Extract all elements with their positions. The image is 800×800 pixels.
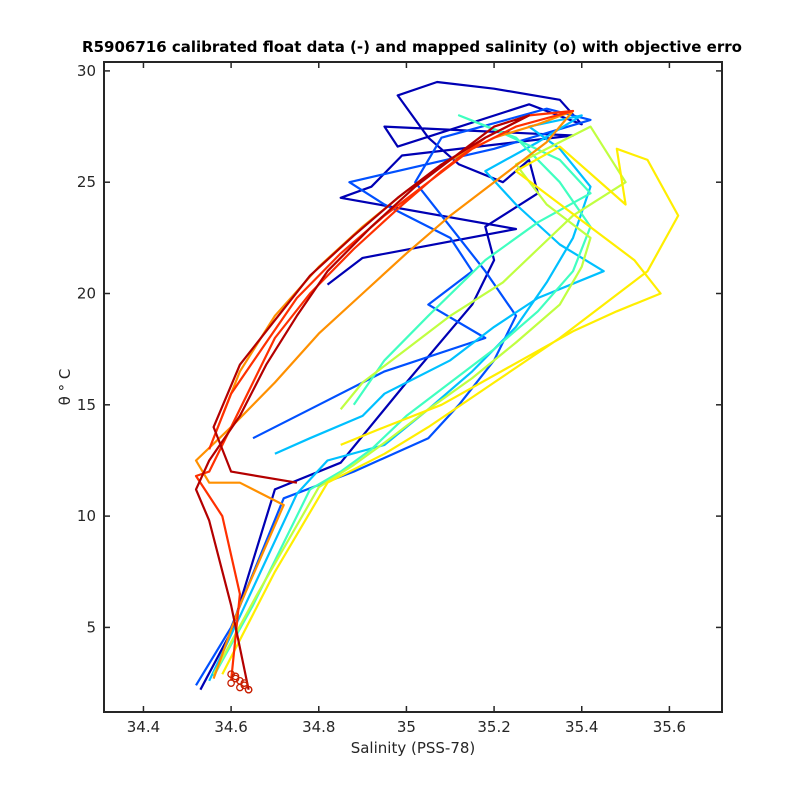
float-profile-line-6 (221, 145, 680, 675)
mapped-salinity-point (240, 681, 249, 690)
x-axis-label: Salinity (PSS-78) (351, 739, 476, 757)
mapped-salinity-point (231, 674, 240, 683)
chart-title: R5906716 calibrated float data (-) and m… (82, 38, 742, 56)
x-tick-label: 35.4 (565, 718, 598, 736)
plot-area (104, 62, 722, 712)
mapped-salinity-point (227, 679, 235, 687)
x-tick-label: 35 (397, 718, 416, 736)
y-tick-label: 20 (77, 285, 96, 303)
y-axis-ticks: 5 10 15 20 25 30 (77, 62, 722, 636)
mapped-salinity-point (244, 685, 253, 694)
mapped-salinity-point (231, 672, 240, 681)
x-axis-ticks: 34.4 34.6 34.8 35 35.2 35.4 35.6 (127, 62, 686, 736)
float-profile-line-9 (194, 114, 531, 690)
float-profile-line-3 (208, 114, 605, 682)
x-tick-label: 34.6 (214, 718, 247, 736)
float-profile-line-2 (195, 107, 592, 686)
y-tick-label: 15 (77, 396, 96, 414)
mapped-salinity-point (227, 670, 235, 679)
float-profile-line-5 (212, 125, 627, 675)
float-profile-line-1 (199, 80, 583, 691)
mapped-salinity-points (227, 670, 253, 694)
float-profile-line-4 (212, 114, 592, 677)
y-tick-label: 10 (77, 507, 96, 525)
mapped-salinity-point (240, 679, 249, 687)
y-tick-label: 25 (77, 173, 96, 191)
y-axis-label: θ ° C (56, 369, 74, 406)
mapped-salinity-point (236, 683, 244, 692)
x-tick-label: 34.4 (127, 718, 160, 736)
float-profile-line-8 (194, 109, 575, 681)
x-tick-label: 35.6 (653, 718, 686, 736)
series-layer (194, 80, 680, 691)
plot-border (103, 61, 723, 713)
x-tick-label: 35.2 (477, 718, 510, 736)
y-tick-label: 5 (86, 618, 96, 636)
y-tick-label: 30 (77, 62, 96, 80)
x-tick-label: 34.8 (302, 718, 335, 736)
